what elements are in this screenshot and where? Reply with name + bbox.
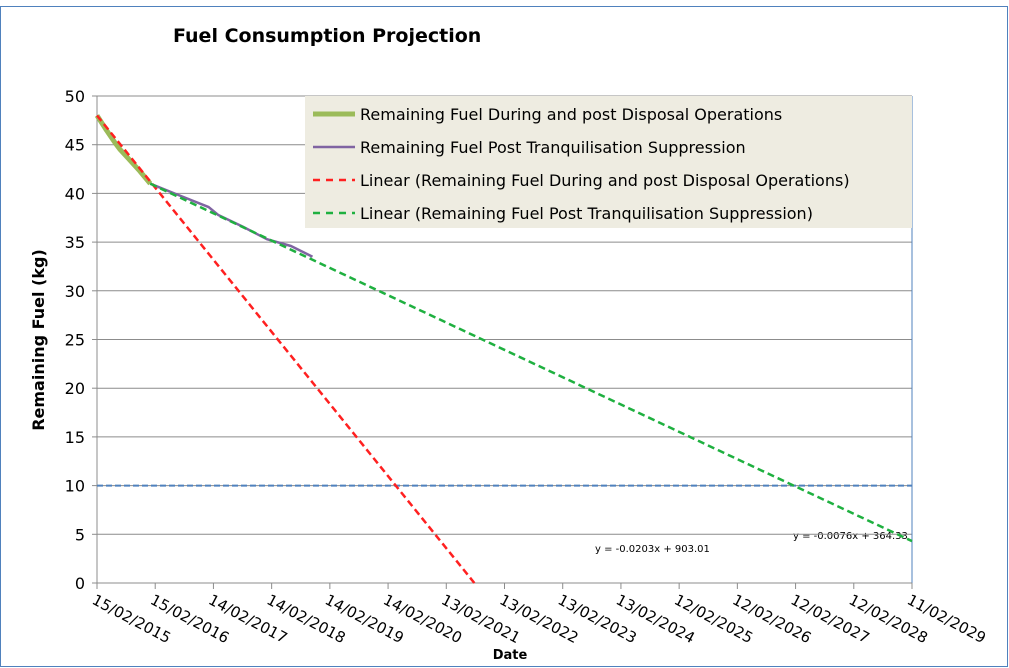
y-tick-label: 35 xyxy=(65,233,85,252)
legend-label: Remaining Fuel Post Tranquilisation Supp… xyxy=(360,138,746,157)
series-line xyxy=(94,114,153,186)
series-line xyxy=(96,114,476,584)
y-tick-label: 10 xyxy=(65,477,85,496)
legend-label: Linear (Remaining Fuel Post Tranquilisat… xyxy=(360,204,813,223)
legend-label: Remaining Fuel During and post Disposal … xyxy=(360,105,782,124)
series-line xyxy=(149,182,913,543)
y-tick-label: 20 xyxy=(65,379,85,398)
legend-label: Linear (Remaining Fuel During and post D… xyxy=(360,171,850,190)
y-tick-label: 45 xyxy=(65,136,85,155)
y-tick-label: 40 xyxy=(65,184,85,203)
y-tick-label: 50 xyxy=(65,87,85,106)
trend-equation: y = -0.0076x + 364.33 xyxy=(793,531,908,542)
y-axis-title: Remaining Fuel (kg) xyxy=(29,249,48,431)
chart-title: Fuel Consumption Projection xyxy=(173,25,481,47)
y-tick-label: 5 xyxy=(75,525,85,544)
y-tick-label: 15 xyxy=(65,428,85,447)
trend-equation: y = -0.0203x + 903.01 xyxy=(595,544,710,555)
y-tick-label: 30 xyxy=(65,282,85,301)
legend-box xyxy=(305,96,912,228)
x-axis-title: Date xyxy=(493,648,528,663)
y-tick-label: 0 xyxy=(75,574,85,593)
y-tick-label: 25 xyxy=(65,331,85,350)
